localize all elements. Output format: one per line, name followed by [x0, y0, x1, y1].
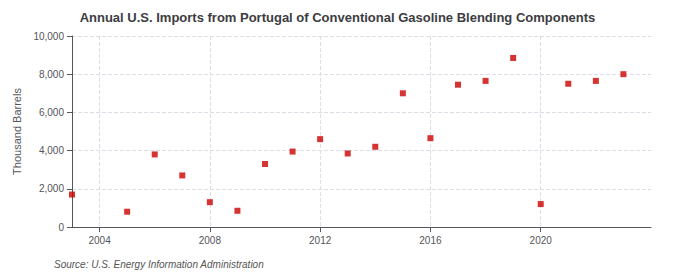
svg-text:8,000: 8,000 — [39, 69, 64, 80]
svg-text:Source: U.S. Energy Informatio: Source: U.S. Energy Information Administ… — [54, 259, 264, 270]
svg-text:0: 0 — [58, 222, 64, 233]
svg-text:2012: 2012 — [309, 235, 332, 246]
svg-text:2020: 2020 — [530, 235, 553, 246]
svg-text:2016: 2016 — [419, 235, 442, 246]
svg-text:6,000: 6,000 — [39, 107, 64, 118]
svg-text:10,000: 10,000 — [33, 31, 64, 42]
svg-text:Thousand Barrels: Thousand Barrels — [11, 88, 23, 175]
svg-text:2,000: 2,000 — [39, 183, 64, 194]
svg-text:4,000: 4,000 — [39, 145, 64, 156]
svg-text:2008: 2008 — [199, 235, 222, 246]
svg-text:Annual U.S. Imports from Portu: Annual U.S. Imports from Portugal of Con… — [80, 10, 596, 25]
svg-text:2004: 2004 — [88, 235, 111, 246]
